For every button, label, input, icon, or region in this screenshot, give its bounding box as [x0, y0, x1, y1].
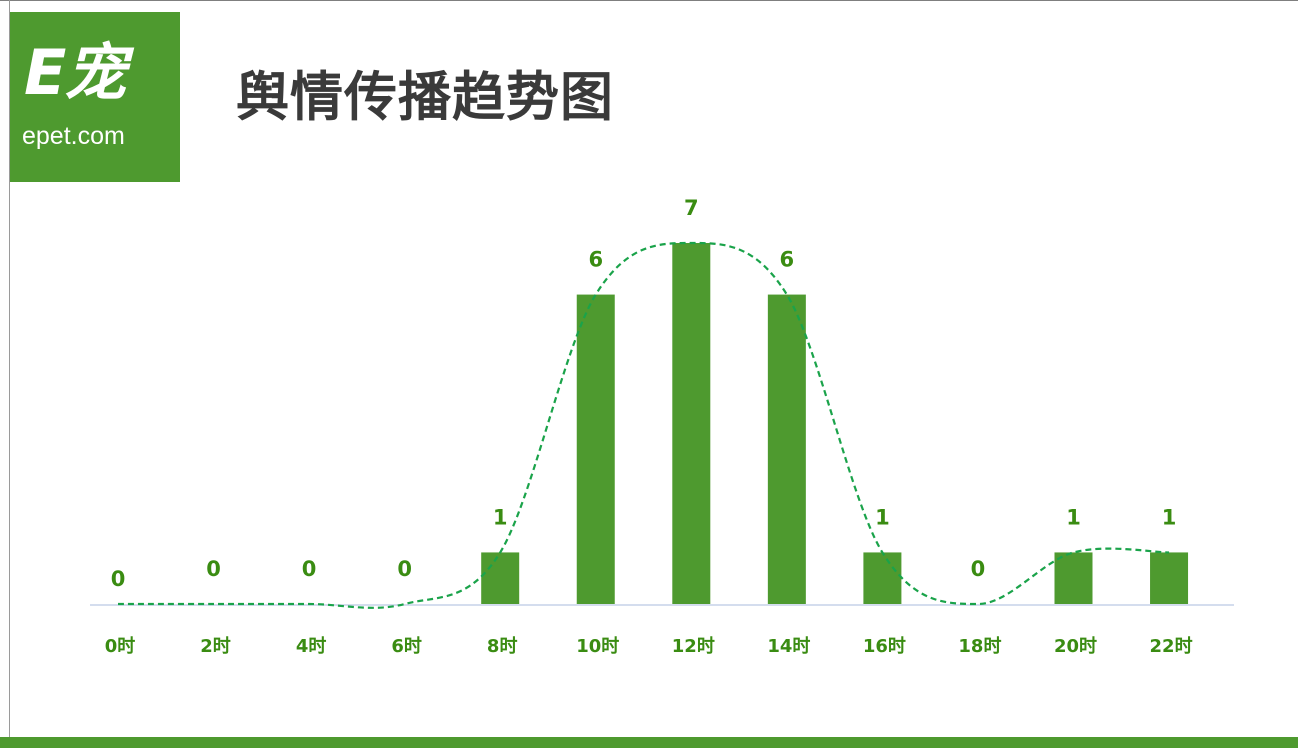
- x-tick-label-0: 0时: [105, 636, 136, 657]
- data-label-10: 1: [1066, 505, 1081, 529]
- bar-4: [481, 552, 520, 604]
- data-label-4: 1: [493, 505, 508, 529]
- data-label-2: 0: [302, 557, 317, 581]
- logo-domain: epet.com: [22, 122, 125, 150]
- data-label-8: 1: [875, 505, 890, 529]
- page-title: 舆情传播趋势图: [236, 67, 614, 128]
- data-label-9: 0: [971, 557, 986, 581]
- bar-6: [672, 243, 711, 604]
- trend-line: [118, 241, 1170, 609]
- x-tick-label-8: 16时: [863, 636, 906, 657]
- data-label-11: 1: [1162, 505, 1177, 529]
- data-label-1: 0: [206, 557, 221, 581]
- x-tick-label-10: 20时: [1054, 636, 1097, 657]
- logo-glyph: E宠: [24, 36, 126, 109]
- data-label-5: 6: [588, 248, 603, 272]
- x-tick-label-4: 8时: [487, 636, 518, 657]
- x-tick-label-1: 2时: [200, 636, 231, 657]
- bar-5: [576, 294, 615, 604]
- bar-10: [1054, 552, 1093, 604]
- bar-7: [767, 294, 806, 604]
- data-label-3: 0: [397, 557, 412, 581]
- x-tick-label-7: 14时: [767, 636, 810, 657]
- x-tick-label-6: 12时: [672, 636, 715, 657]
- x-tick-label-2: 4时: [296, 636, 327, 657]
- footer-band: [0, 737, 1298, 748]
- data-label-7: 6: [780, 248, 795, 272]
- bar-8: [863, 552, 902, 604]
- frame-top-border: [0, 0, 1298, 1]
- frame-left-border: [9, 0, 10, 748]
- x-tick-label-11: 22时: [1150, 636, 1193, 657]
- x-tick-label-5: 10时: [576, 636, 619, 657]
- epet-logo: E宠 epet.com: [10, 12, 180, 182]
- x-tick-label-9: 18时: [958, 636, 1001, 657]
- data-label-6: 7: [684, 196, 699, 220]
- data-label-0: 0: [111, 567, 126, 591]
- x-tick-label-3: 6时: [391, 636, 422, 657]
- bar-11: [1150, 552, 1189, 604]
